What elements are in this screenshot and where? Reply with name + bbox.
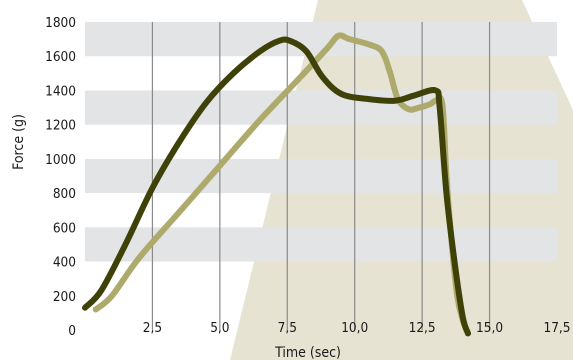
y-tick-label: 1400 <box>45 83 76 99</box>
x-tick-label: 7,5 <box>278 320 297 336</box>
y-tick-label: 600 <box>53 220 76 236</box>
x-axis-label: Time (sec) <box>274 345 341 360</box>
x-tick-label: 12,5 <box>409 320 436 336</box>
y-tick-label: 1800 <box>45 15 76 31</box>
x-tick-label: 10,0 <box>341 320 368 336</box>
grid-band <box>85 22 557 57</box>
y-tick-label: 0 <box>68 323 76 339</box>
y-tick-label: 400 <box>53 255 76 271</box>
series-line-dark <box>82 36 471 337</box>
grid-band <box>85 90 557 125</box>
x-tick-label: 2,5 <box>143 320 162 336</box>
vertical-grid <box>151 22 491 330</box>
y-tick-label: 800 <box>53 186 76 202</box>
grid-bands <box>85 22 557 262</box>
x-tick-label: 17,5 <box>543 320 570 336</box>
series-layer <box>82 32 471 337</box>
y-tick-labels: 0 200 400 600 800 1000 1200 1400 1600 1800 <box>45 15 76 339</box>
x-tick-label: 5,0 <box>210 320 229 336</box>
y-tick-label: 200 <box>53 289 76 305</box>
x-tick-labels: 2,5 5,0 7,5 10,0 12,5 15,0 17,5 <box>143 320 571 336</box>
grid-band <box>85 227 557 262</box>
y-tick-label: 1600 <box>45 49 76 65</box>
x-tick-label: 15,0 <box>476 320 503 336</box>
y-axis-label: Force (g) <box>11 114 27 170</box>
y-tick-label: 1200 <box>45 118 76 134</box>
y-tick-label: 1000 <box>45 152 76 168</box>
